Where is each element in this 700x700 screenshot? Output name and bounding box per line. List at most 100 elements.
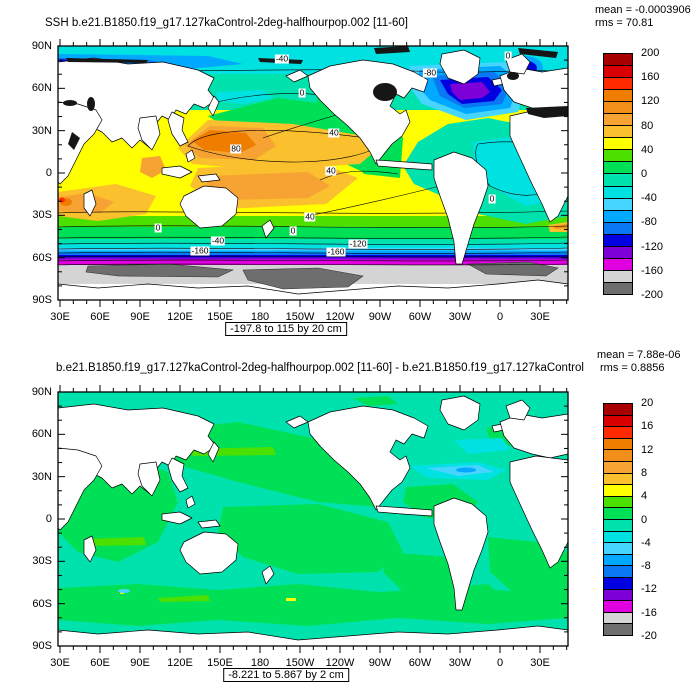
colorbar-segment <box>604 150 632 163</box>
contour-label: 0 <box>289 225 297 236</box>
colorbar-segment <box>604 78 632 91</box>
contour-label: 40 <box>325 165 337 176</box>
colorbar-segment <box>604 461 632 474</box>
panel2-range-caption: -8.221 to 5.867 by 2 cm <box>223 668 349 682</box>
contour-label: -160 <box>326 246 346 257</box>
colorbar-segment <box>604 258 632 271</box>
lon-tick-label: 30W <box>448 311 472 323</box>
colorbar-tick-label: 0 <box>641 168 648 180</box>
colorbar-tick-label: -40 <box>641 192 657 205</box>
colorbar-segment <box>604 270 632 283</box>
lon-tick-label: 0 <box>496 657 504 669</box>
colorbar-segment <box>604 404 632 416</box>
lon-tick-label: 180 <box>250 311 270 323</box>
colorbar-segment <box>604 624 632 635</box>
colorbar-segment <box>604 126 632 139</box>
lat-tick-label: 60S <box>32 597 52 610</box>
lat-tick-label: 90N <box>31 386 52 398</box>
colorbar-segment <box>604 66 632 79</box>
panel2-rms-value: rms = 0.8856 <box>600 362 665 374</box>
contour-label: 0 <box>154 222 162 233</box>
lon-tick-label: 90W <box>368 657 392 669</box>
colorbar-segment <box>604 450 632 462</box>
colorbar-segment <box>604 186 632 199</box>
colorbar-segment <box>604 415 632 428</box>
colorbar-tick-label: 12 <box>641 443 654 456</box>
panel1-map-svg <box>57 39 569 307</box>
lon-tick-label: 60W <box>408 311 432 323</box>
panel1-mean-value: mean = -0.0003906 <box>595 4 691 16</box>
contour-label: 80 <box>230 143 242 154</box>
panel2-map <box>57 385 569 653</box>
lon-tick-label: 150E <box>207 657 233 669</box>
contour-label: -80 <box>422 67 438 78</box>
contour-label: -120 <box>348 238 368 249</box>
panel1-map: -40 0 0 -80 40 80 40 0 40 0 0 -40 -120 -160 -160 <box>57 39 569 307</box>
lon-tick-label: 90W <box>368 311 392 323</box>
colorbar-segment <box>604 577 632 590</box>
colorbar-segment <box>604 198 632 211</box>
colorbar-segment <box>604 282 632 294</box>
panel1-range-caption: -197.8 to 115 by 20 cm <box>225 322 347 336</box>
colorbar-segment <box>604 554 632 567</box>
lat-tick-label: 90S <box>32 640 52 652</box>
lat-tick-label: 30N <box>31 124 52 137</box>
lon-tick-label: 150E <box>207 311 233 323</box>
lat-tick-label: 90S <box>32 294 52 306</box>
colorbar-segment <box>604 54 632 67</box>
colorbar-segment <box>604 589 632 602</box>
lon-tick-label: 60W <box>408 657 432 669</box>
colorbar-tick-label: 16 <box>641 420 654 433</box>
lon-tick-label: 30E <box>530 311 550 323</box>
colorbar-tick-label: -4 <box>641 536 651 549</box>
contour-label: -40 <box>210 235 226 246</box>
colorbar-segment <box>604 473 632 486</box>
colorbar-tick-label: 40 <box>641 143 654 156</box>
colorbar-segment <box>604 102 632 115</box>
lon-tick-label: 30W <box>448 657 472 669</box>
colorbar-segment <box>604 601 632 613</box>
colorbar-segment <box>604 138 632 151</box>
lon-tick-label: 60E <box>90 311 110 323</box>
colorbar-tick-label: -16 <box>641 606 657 619</box>
colorbar-tick-label: 4 <box>641 490 648 503</box>
colorbar-tick-label: 200 <box>641 47 660 59</box>
lon-tick-label: 120W <box>325 311 355 323</box>
lat-tick-label: 30N <box>31 470 52 483</box>
colorbar-tick-label: 20 <box>641 397 654 409</box>
panel2-map-svg <box>57 385 569 653</box>
colorbar-segment <box>604 438 632 451</box>
colorbar-segment <box>604 210 632 223</box>
colorbar-segment <box>604 427 632 439</box>
colorbar-tick-label: 160 <box>641 71 660 84</box>
colorbar-segment <box>604 496 632 509</box>
lat-tick-label: 90N <box>31 40 52 52</box>
colorbar-segment <box>604 114 632 127</box>
lat-tick-label: 30S <box>32 555 52 568</box>
axis-ticks <box>58 385 568 653</box>
colorbar-segment <box>604 90 632 103</box>
colorbar-segment <box>604 612 632 625</box>
lon-tick-label: 90E <box>130 311 150 323</box>
colorbar-segment <box>604 485 632 497</box>
colorbar-segment <box>604 234 632 247</box>
contour-label: 0 <box>504 50 512 61</box>
lon-tick-label: 120E <box>167 311 193 323</box>
lon-tick-label: 90E <box>130 657 150 669</box>
contour-label: -40 <box>274 53 290 64</box>
panel1-colorbar <box>603 53 633 295</box>
lon-tick-label: 150W <box>285 657 315 669</box>
lat-tick-label: 0 <box>45 167 52 179</box>
colorbar-tick-label: 80 <box>641 119 654 132</box>
contour-label: -160 <box>190 245 210 256</box>
lon-tick-label: 60E <box>90 657 110 669</box>
lat-tick-label: 0 <box>45 513 52 525</box>
lon-tick-label: 30E <box>530 657 550 669</box>
lon-tick-label: 120E <box>167 657 193 669</box>
lon-tick-label: 30E <box>50 311 70 323</box>
colorbar-segment <box>604 174 632 187</box>
lon-tick-label: 120W <box>325 657 355 669</box>
contour-label: 40 <box>328 127 340 138</box>
colorbar-tick-label: 0 <box>641 513 648 526</box>
colorbar-tick-label: -120 <box>641 240 664 253</box>
